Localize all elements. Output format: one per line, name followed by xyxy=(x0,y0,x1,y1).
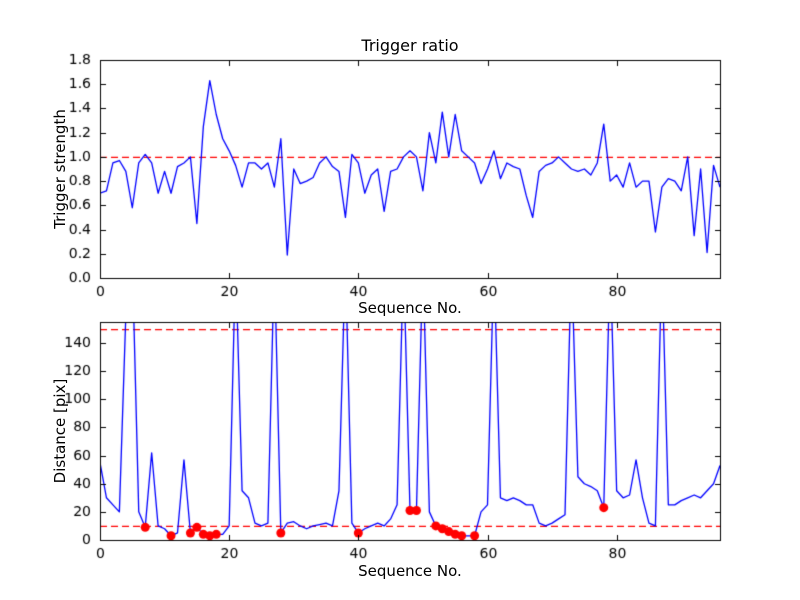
top-chart-title: Trigger ratio xyxy=(361,36,459,55)
top-chart-ylabel: Trigger strength xyxy=(51,109,69,229)
bottom-chart-ylabel: Distance [pix] xyxy=(51,378,69,484)
top-chart-xlabel: Sequence No. xyxy=(358,299,462,317)
bottom-chart-xlabel: Sequence No. xyxy=(358,562,462,580)
